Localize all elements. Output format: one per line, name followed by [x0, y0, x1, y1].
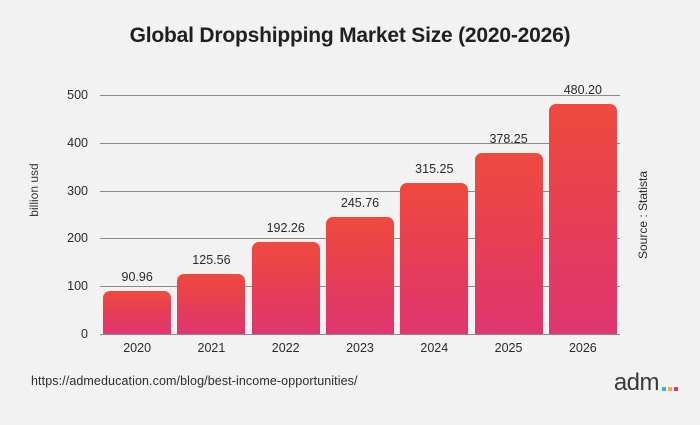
x-tick-label: 2020 — [123, 341, 152, 355]
x-tick-label: 2021 — [197, 341, 226, 355]
bar-2021[interactable] — [177, 273, 246, 334]
y-axis-title: billion usd — [27, 163, 41, 217]
bar-value-label: 480.20 — [563, 83, 602, 98]
adm-logo-text: adm — [613, 369, 660, 396]
y-tick-label: 0 — [81, 327, 88, 341]
bar-series: 90.96 125.56 192.26 245.76 315.25 378.25 480.2… — [100, 83, 620, 334]
page-title: Global Dropshipping Market Size (2020-20… — [129, 24, 571, 47]
y-axis-ticks: 0 100 200 300 400 500 — [40, 88, 100, 341]
bar-2025[interactable] — [474, 153, 543, 334]
y-tick-label: 100 — [67, 279, 88, 294]
gridline-500 — [100, 95, 620, 96]
gridline-300 — [100, 190, 620, 192]
y-tick-label: 300 — [67, 183, 88, 198]
bar-2026[interactable] — [548, 104, 617, 334]
x-tick-label: 2024 — [420, 341, 449, 355]
x-tick-label: 2022 — [271, 341, 300, 355]
bar-value-label: 192.26 — [266, 221, 305, 236]
logo-dot-2 — [668, 387, 672, 391]
bar-value-label: 90.96 — [121, 269, 153, 284]
y-tick-label: 500 — [67, 88, 88, 102]
adm-logo-dots — [662, 387, 678, 391]
x-tick-label: 2026 — [568, 341, 597, 355]
bar-slot: 125.56 — [177, 95, 246, 334]
y-tick-label: 400 — [67, 135, 88, 150]
x-tick-label: 2023 — [346, 341, 374, 355]
adm-logo: adm — [613, 369, 678, 396]
x-tick-label: 2025 — [494, 341, 523, 355]
bar-2023[interactable] — [326, 216, 394, 334]
bar-value-label: 378.25 — [489, 132, 528, 147]
bar-2024[interactable] — [400, 183, 469, 334]
gridline-0 — [100, 334, 620, 335]
source-url[interactable]: https://admeducation.com/blog/best-incom… — [31, 374, 358, 388]
bar-2020[interactable] — [103, 290, 172, 334]
x-axis-ticks: 2020 2021 2022 2023 2024 2025 2026 — [100, 341, 620, 361]
bar-slot: 245.76 — [326, 95, 394, 334]
gridline-400 — [100, 142, 620, 144]
bar-value-label: 315.25 — [415, 162, 454, 177]
y-tick-label: 200 — [67, 231, 88, 246]
bar-value-label: 245.76 — [340, 195, 380, 210]
bar-value-label: 125.56 — [192, 252, 231, 267]
bar-slot: 378.25 — [474, 95, 543, 334]
bar-2022[interactable] — [251, 242, 320, 334]
logo-dot-1 — [662, 387, 666, 391]
bar-slot: 315.25 — [400, 95, 469, 334]
logo-dot-3 — [674, 387, 678, 391]
bar-slot: 192.26 — [251, 95, 320, 334]
bar-slot: 480.20 — [548, 83, 617, 334]
source-annotation: Source : Statista — [636, 170, 650, 260]
bar-slot: 90.96 — [103, 95, 172, 334]
